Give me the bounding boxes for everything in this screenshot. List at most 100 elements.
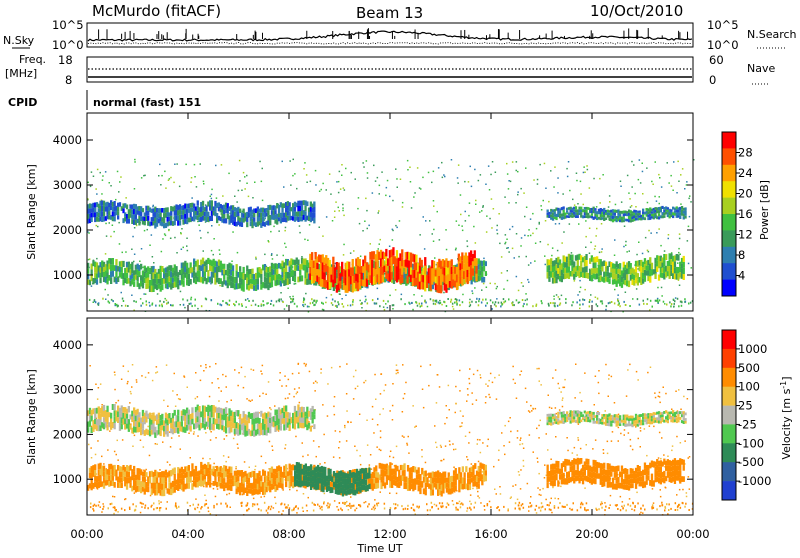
echo-dot	[392, 308, 394, 310]
echo-dot	[331, 294, 333, 296]
echo-cell	[103, 211, 105, 216]
echo-cell	[359, 259, 361, 266]
echo-dot	[364, 301, 366, 303]
echo-cell	[197, 200, 199, 205]
echo-dot	[114, 372, 116, 374]
echo-dot	[675, 297, 677, 299]
echo-dot	[595, 439, 597, 441]
echo-dot	[412, 309, 414, 311]
echo-dot	[608, 396, 610, 398]
echo-dot	[514, 257, 516, 259]
echo-dot	[605, 364, 607, 366]
echo-cell	[348, 284, 350, 291]
echo-cell	[401, 275, 403, 284]
ground-scatter-dot	[227, 505, 229, 507]
echo-cell	[190, 262, 192, 268]
echo-dot	[346, 410, 348, 412]
ground-scatter-dot	[94, 504, 96, 506]
ground-scatter-dot	[475, 502, 477, 504]
echo-dot	[460, 410, 462, 412]
echo-dot	[314, 390, 316, 392]
echo-dot	[495, 172, 497, 174]
echo-dot	[355, 178, 357, 180]
echo-dot	[644, 428, 646, 430]
echo-dot	[161, 175, 163, 177]
echo-dot	[684, 188, 686, 190]
ground-scatter-dot	[484, 505, 486, 507]
echo-dot	[194, 164, 196, 166]
echo-dot	[90, 186, 92, 188]
echo-cell	[683, 262, 685, 268]
echo-dot	[158, 500, 160, 502]
echo-dot	[370, 454, 372, 456]
ground-scatter-dot	[340, 508, 342, 510]
echo-dot	[336, 181, 338, 183]
ground-scatter-dot	[353, 505, 355, 507]
ground-scatter-dot	[586, 509, 588, 511]
ground-scatter-dot	[427, 509, 429, 511]
ground-scatter-dot	[668, 509, 670, 511]
echo-cell	[290, 265, 292, 271]
echo-dot	[528, 510, 530, 512]
echo-dot	[598, 370, 600, 372]
echo-dot	[585, 220, 587, 222]
echo-dot	[354, 446, 356, 448]
echo-dot	[246, 398, 248, 400]
echo-dot	[577, 294, 579, 296]
ground-scatter-dot	[314, 504, 316, 506]
y-tick-label: 4000	[53, 133, 82, 147]
ground-scatter-dot	[572, 509, 574, 511]
ground-scatter-dot	[407, 505, 409, 507]
ground-scatter-dot	[608, 507, 610, 509]
ground-scatter-dot	[123, 300, 125, 302]
echo-dot	[526, 256, 528, 257]
echo-dot	[549, 407, 551, 409]
ground-scatter-dot	[499, 509, 501, 511]
echo-dot	[658, 457, 660, 459]
echo-dot	[250, 401, 252, 403]
echo-cell	[415, 255, 417, 263]
echo-dot	[498, 213, 500, 215]
ground-scatter-dot	[433, 299, 435, 301]
echo-cell	[396, 250, 398, 258]
echo-dot	[550, 170, 552, 172]
echo-dot	[678, 389, 680, 391]
echo-dot	[443, 459, 445, 461]
echo-dot	[211, 198, 213, 200]
ground-scatter-dot	[558, 507, 560, 509]
ground-scatter-dot	[321, 509, 323, 511]
echo-dot	[568, 161, 570, 163]
echo-dot	[658, 228, 660, 230]
ground-scatter-dot	[441, 506, 443, 508]
echo-cell	[234, 217, 236, 222]
echo-dot	[517, 191, 519, 193]
echo-dot	[210, 431, 212, 433]
ground-scatter-dot	[323, 502, 325, 504]
echo-dot	[504, 196, 506, 198]
echo-dot	[350, 252, 352, 254]
echo-dot	[296, 490, 298, 492]
echo-dot	[178, 435, 180, 437]
echo-dot	[675, 391, 677, 393]
echo-dot	[141, 375, 143, 377]
ground-scatter-dot	[163, 301, 165, 303]
echo-dot	[259, 395, 261, 397]
echo-dot	[536, 228, 538, 230]
ground-scatter-dot	[421, 303, 423, 305]
echo-dot	[341, 175, 343, 177]
ground-scatter-dot	[260, 509, 262, 511]
echo-dot	[248, 400, 250, 402]
echo-dot	[596, 228, 598, 230]
echo-dot	[547, 449, 549, 451]
echo-dot	[372, 406, 374, 408]
echo-dot	[455, 412, 457, 414]
echo-dot	[333, 406, 335, 408]
echo-dot	[538, 473, 540, 475]
echo-dot	[252, 197, 254, 199]
echo-dot	[560, 486, 562, 488]
echo-dot	[237, 252, 239, 254]
echo-dot	[472, 293, 474, 295]
echo-dot	[480, 377, 482, 379]
echo-dot	[417, 167, 419, 169]
echo-dot	[151, 234, 153, 236]
